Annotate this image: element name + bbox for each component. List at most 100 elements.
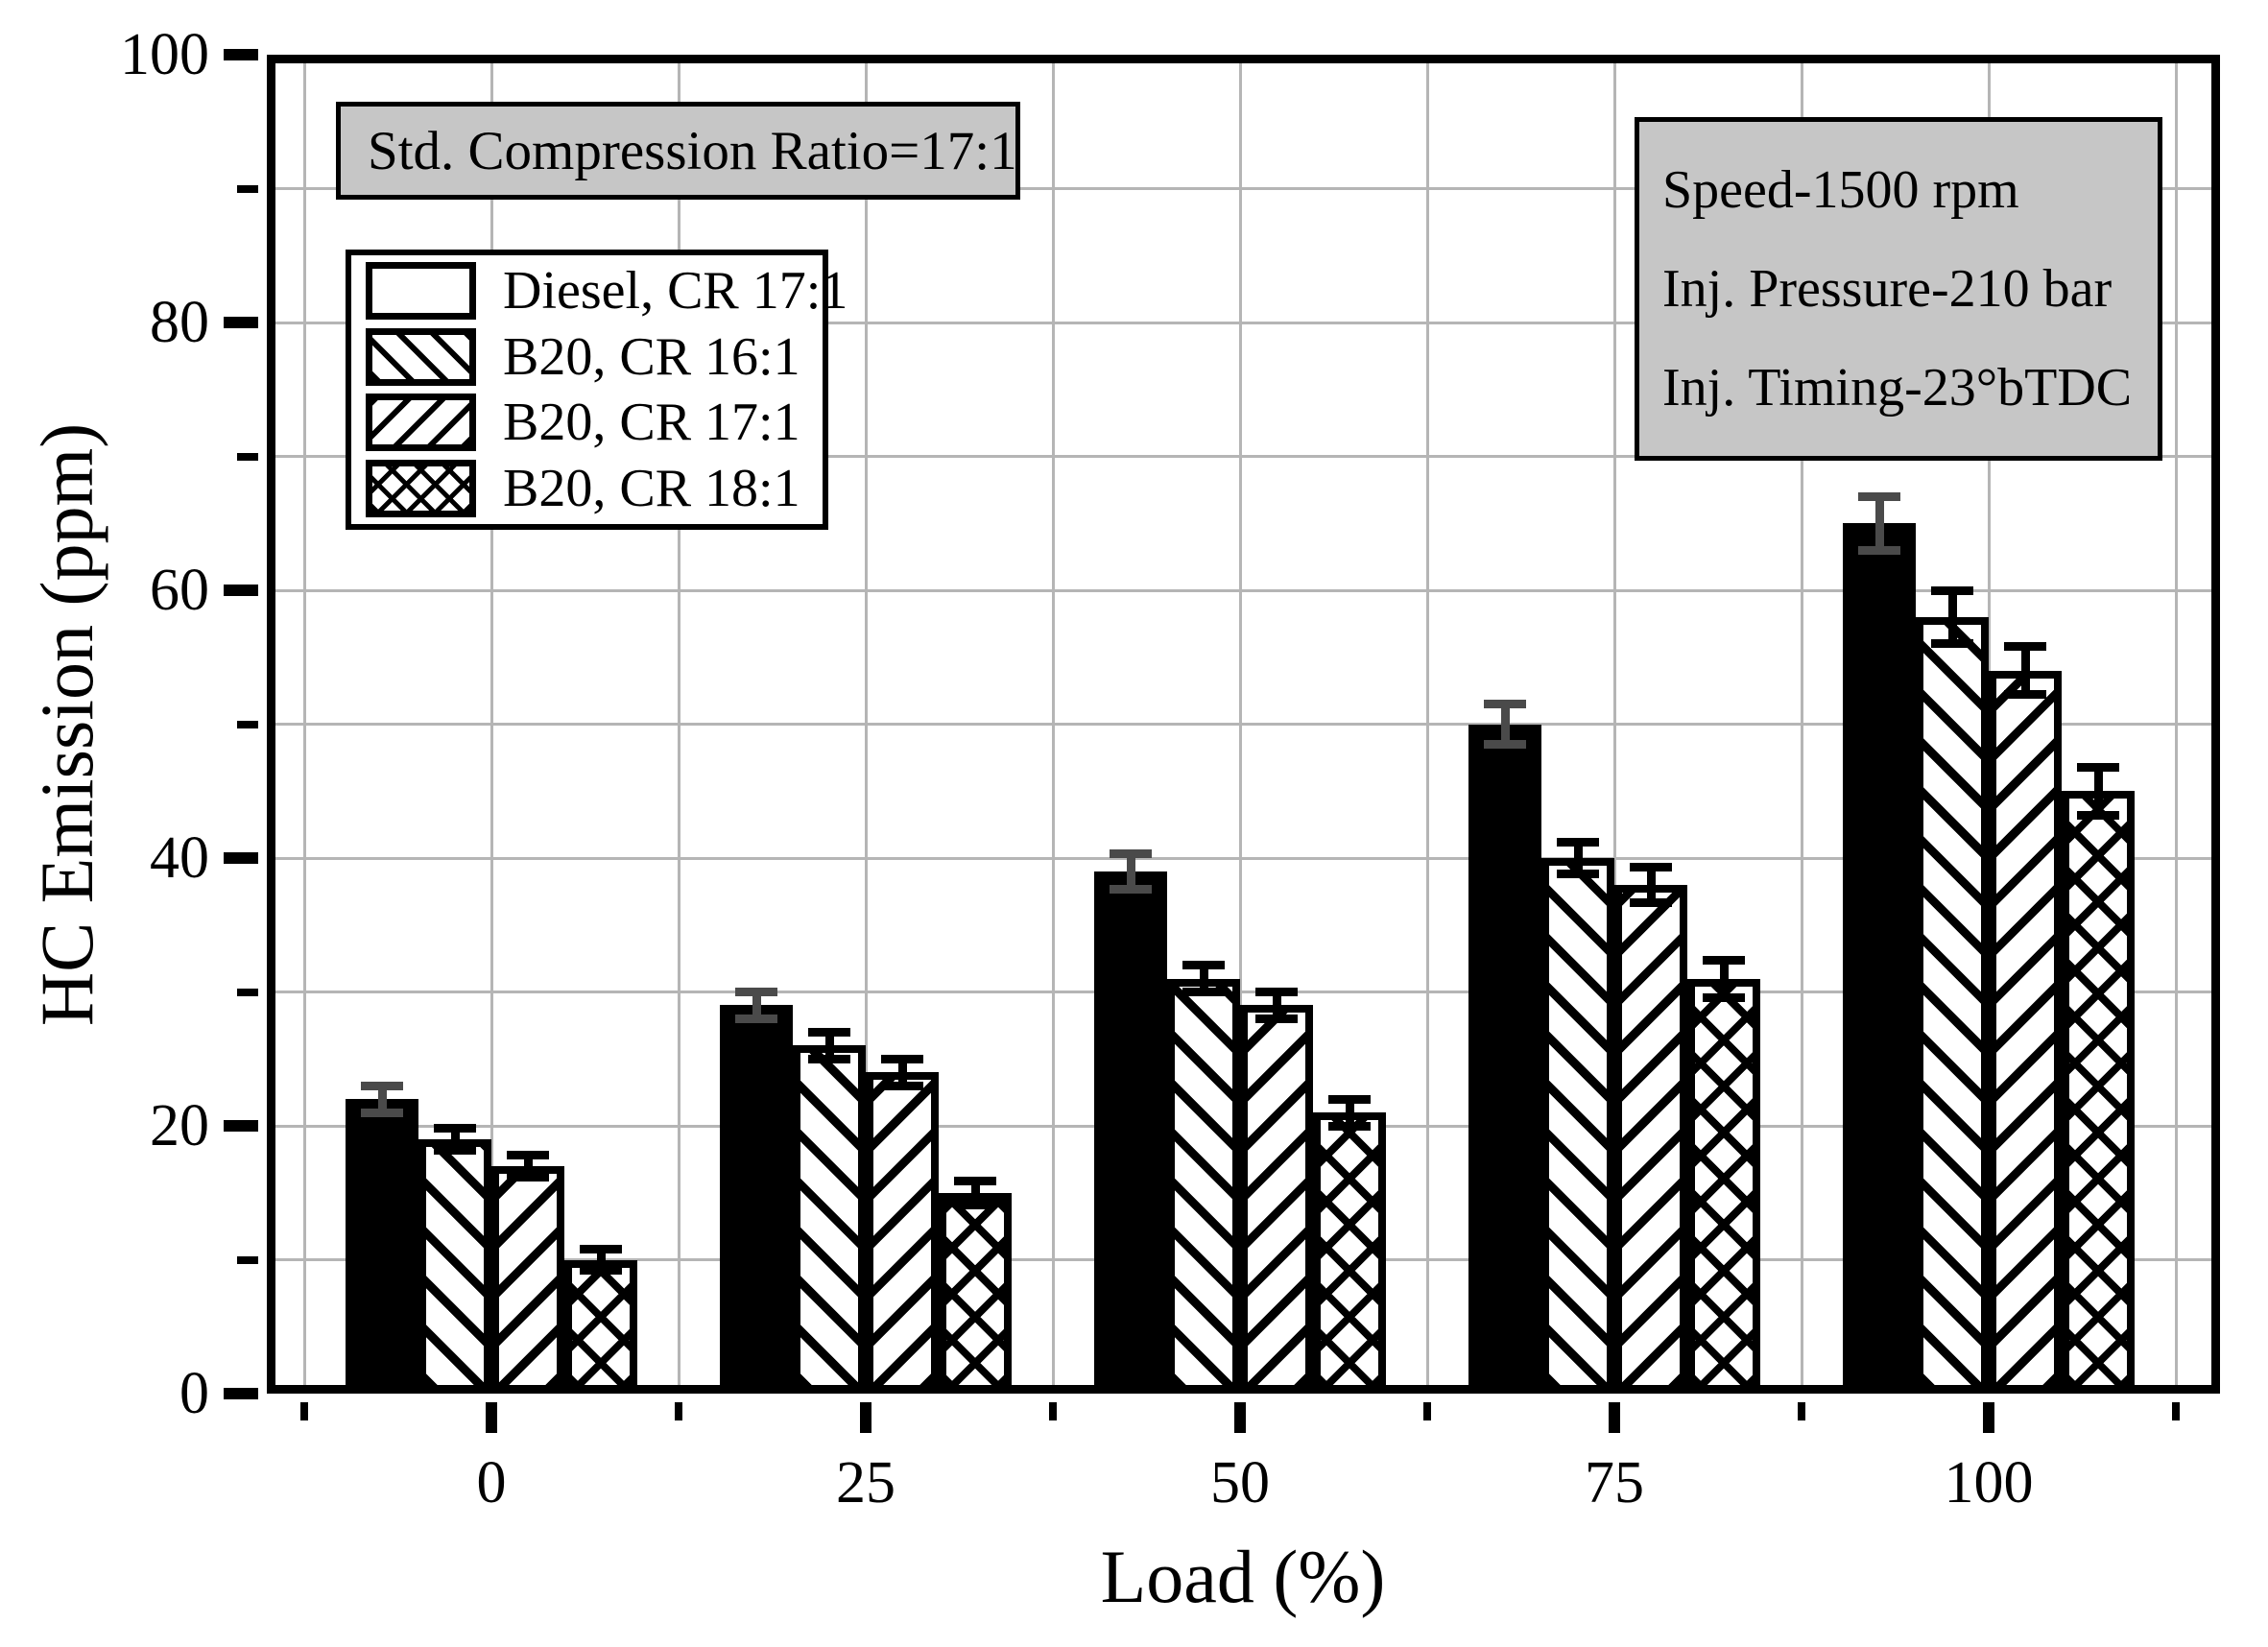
x-gridline [1800,55,1803,1394]
error-bar-cap-top [881,1054,923,1063]
error-bar-cap-bottom [1255,1014,1298,1023]
bar-diesel-cr-17-1 [346,1099,418,1394]
error-bar [1126,853,1135,890]
error-bar-cap-top [507,1151,549,1160]
legend-row: Diesel, CR 17:1 [366,261,848,321]
y-gridline [267,991,2220,993]
y-tick-label: 0 [179,1361,209,1426]
y-tick-major [224,585,258,596]
error-bar-cap-bottom [1110,884,1152,894]
error-bar-cap-top [580,1244,622,1253]
x-gridline [2174,55,2178,1394]
legend-row: B20, CR 16:1 [366,327,823,387]
error-bar [450,1128,460,1151]
x-tick-major [1983,1402,1994,1433]
error-bar [1500,704,1510,745]
legend: Diesel, CR 17:1 B20, CR 16:1 B20, CR 17:… [346,250,848,530]
bar-b20-cr-16-1 [793,1045,866,1394]
bar-b20-cr-16-1 [1541,858,1614,1394]
error-bar-cap-bottom [881,1081,923,1090]
error-bar-cap-bottom [1182,988,1225,996]
error-bar-cap-bottom [1703,992,1745,1002]
y-gridline [267,455,2220,458]
y-tick-major [224,49,258,60]
x-tick-minor [1049,1402,1057,1420]
error-bar [1573,842,1583,874]
y-tick-minor [237,720,258,728]
y-tick-minor [237,988,258,996]
x-tick-label: 100 [1944,1450,2034,1516]
error-bar [824,1032,834,1060]
x-tick-major [1234,1402,1246,1433]
x-gridline [1425,55,1429,1394]
y-gridline [267,321,2220,324]
error-bar-cap-top [1931,585,1973,595]
bar-diesel-cr-17-1 [720,1005,793,1394]
legend-swatch-diesel-cr17 [366,262,476,321]
error-bar-cap-bottom [361,1108,403,1117]
y-tick-minor [237,184,258,193]
condition-pressure: Inj. Pressure-210 bar [1662,259,2113,319]
legend-swatch-b20-cr17 [366,394,476,452]
error-bar [1345,1099,1354,1126]
error-bar [2020,646,2030,695]
bar-b20-cr-18-1 [2062,791,2135,1394]
y-tick-minor [237,1255,258,1264]
x-tick-major [486,1402,497,1433]
x-gridline [1238,55,1242,1394]
error-bar-cap-bottom [808,1054,850,1063]
error-bar [377,1086,387,1113]
error-bar [596,1249,606,1271]
error-bar [752,991,761,1019]
x-gridline [1051,55,1055,1394]
x-tick-label: 50 [1210,1450,1270,1516]
error-bar-cap-bottom [1931,639,1973,649]
condition-speed: Speed-1500 rpm [1662,160,2019,220]
error-bar-cap-bottom [2004,690,2046,700]
bar-b20-cr-17-1 [866,1072,939,1394]
x-gridline [489,55,493,1394]
legend-label: B20, CR 17:1 [503,393,800,453]
bar-b20-cr-18-1 [939,1192,1012,1394]
x-gridline [302,55,306,1394]
x-tick-label: 75 [1585,1450,1644,1516]
std-compression-ratio-annotation: Std. Compression Ratio=17:1 [336,102,1020,200]
error-bar [1272,991,1281,1019]
x-gridline [864,55,868,1394]
y-tick-major [224,317,258,328]
bar-b20-cr-18-1 [564,1259,637,1394]
legend-label: Diesel, CR 17:1 [503,261,848,322]
bar-b20-cr-16-1 [418,1138,491,1394]
error-bar-cap-bottom [434,1145,476,1155]
error-bar-cap-bottom [1557,870,1599,879]
error-bar-cap-top [1557,837,1599,847]
error-bar-cap-top [2004,642,2046,652]
error-bar-cap-top [735,988,777,996]
error-bar-cap-top [808,1027,850,1037]
condition-timing: Inj. Timing-23°bTDC [1662,358,2133,418]
x-axis-title: Load (%) [1100,1535,1386,1618]
error-bar-cap-top [1110,849,1152,859]
x-tick-major [1609,1402,1620,1433]
y-tick-label: 60 [150,558,209,623]
legend-label: B20, CR 16:1 [503,326,800,387]
error-bar-cap-top [1182,961,1225,970]
error-bar [897,1059,907,1086]
legend-label: B20, CR 18:1 [503,458,800,518]
error-bar-cap-top [2077,762,2119,772]
x-tick-label: 25 [836,1450,895,1516]
y-tick-label: 100 [120,22,209,87]
bar-b20-cr-17-1 [1989,670,2062,1394]
x-gridline [677,55,680,1394]
y-tick-major [224,1120,258,1132]
bar-diesel-cr-17-1 [1468,724,1541,1394]
x-gridline [1612,55,1616,1394]
x-tick-minor [1798,1402,1805,1420]
x-tick-minor [1423,1402,1431,1420]
error-bar [970,1181,980,1205]
y-gridline [267,187,2220,190]
y-tick-major [224,852,258,864]
x-tick-major [860,1402,871,1433]
error-bar [523,1155,533,1177]
